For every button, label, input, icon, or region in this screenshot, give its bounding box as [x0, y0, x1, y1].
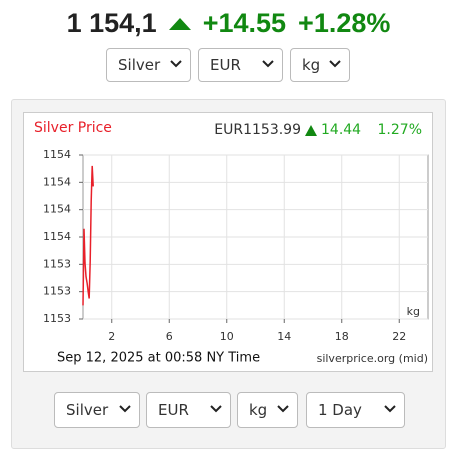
quote: EUR1153.99 — [214, 122, 301, 138]
quote-change: 14.44 — [321, 122, 361, 138]
chevron-icon — [384, 405, 396, 413]
y-tick-label: 1153 — [43, 285, 71, 298]
dropdown[interactable]: kg — [237, 392, 298, 428]
dropdown[interactable]: 1 Day — [306, 392, 405, 428]
up-arrow-icon — [305, 125, 317, 136]
dropdown[interactable]: EUR — [146, 392, 231, 428]
dropdown-value: Silver — [66, 401, 109, 419]
chevron-icon — [277, 405, 289, 413]
dropdown-value: 1 Day — [318, 401, 362, 419]
chevron-icon — [170, 60, 182, 68]
y-tick-label: 1153 — [43, 257, 71, 270]
y-tick-label: 1154 — [43, 175, 71, 188]
x-tick-label: 2 — [108, 330, 115, 343]
price-line — [82, 165, 94, 306]
source-label: silverprice.org (mid) — [317, 352, 428, 365]
up-arrow-icon — [168, 17, 191, 30]
dropdown[interactable]: kg — [290, 48, 350, 82]
dropdown[interactable]: EUR — [198, 48, 283, 82]
y-tick-label: 1154 — [43, 148, 71, 161]
dropdown-value: kg — [302, 56, 321, 74]
dropdown[interactable]: Silver — [54, 392, 140, 428]
dropdown-value: kg — [249, 401, 268, 419]
dropdown[interactable]: Silver — [106, 48, 191, 82]
chart-title: Silver Price — [34, 120, 112, 136]
x-tick-label: 18 — [335, 330, 349, 343]
x-tick-label: 14 — [277, 330, 291, 343]
unit-label: kg — [407, 305, 420, 318]
y-tick-label: 1154 — [43, 203, 71, 216]
chart: Silver Price EUR1153.99 14.44 1.27% kg S… — [34, 120, 429, 366]
dropdown-value: EUR — [158, 401, 189, 419]
chevron-icon — [329, 60, 341, 68]
change: +14.55 — [202, 8, 287, 38]
x-tick-label: 10 — [220, 330, 234, 343]
price: 1 154,1 — [66, 8, 157, 38]
dropdown-value: Silver — [118, 56, 161, 74]
y-tick-label: 1153 — [43, 312, 71, 325]
date-label: Sep 12, 2025 at 00:58 NY Time — [57, 351, 260, 366]
dropdown-value: EUR — [210, 56, 241, 74]
quote-percent: 1.27% — [378, 122, 422, 138]
y-tick-label: 1154 — [43, 230, 71, 243]
chevron-icon — [262, 60, 274, 68]
x-tick-label: 22 — [392, 330, 406, 343]
chevron-icon — [210, 405, 222, 413]
x-tick-label: 6 — [166, 330, 173, 343]
chevron-icon — [119, 405, 131, 413]
change-percent: +1.28% — [298, 8, 391, 38]
price-header: 1 154,1 +14.55 +1.28% — [0, 8, 457, 39]
chart-box: Silver Price EUR1153.99 14.44 1.27% kg S… — [23, 112, 433, 372]
